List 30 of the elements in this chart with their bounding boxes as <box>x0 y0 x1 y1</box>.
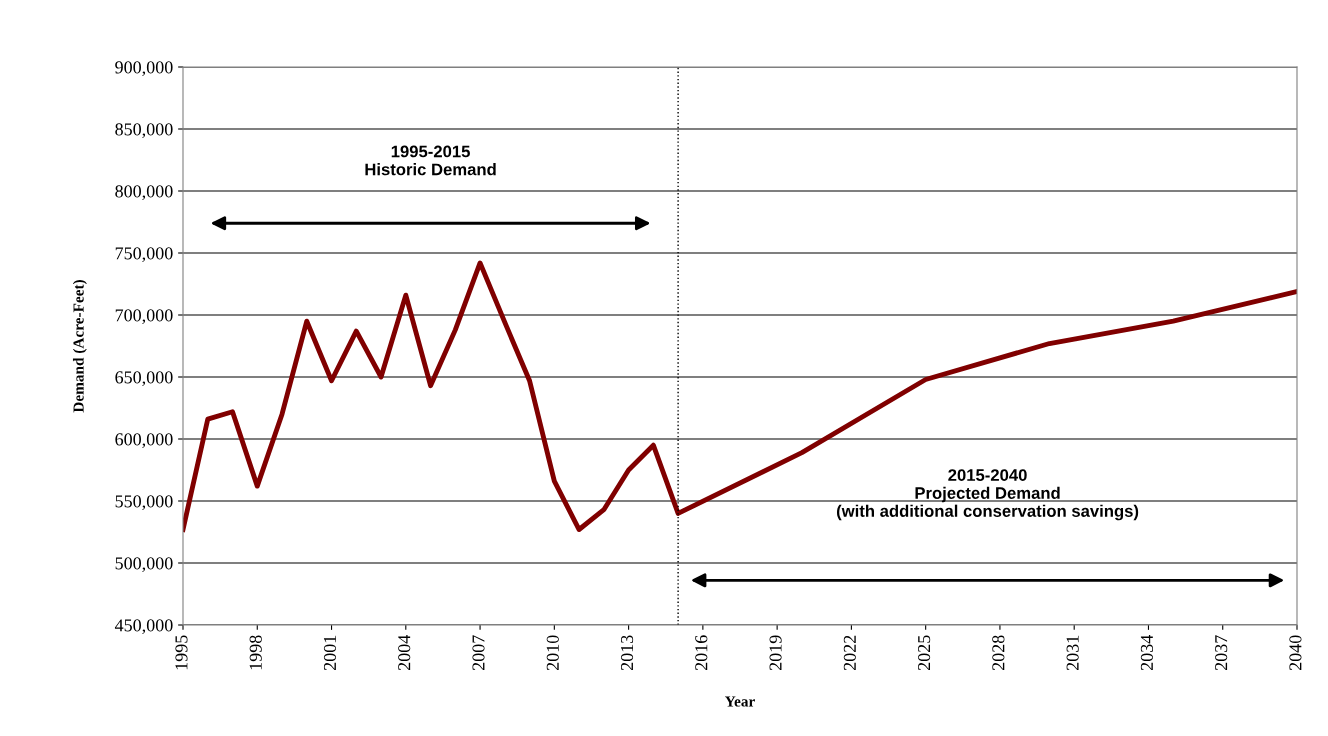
x-tick-label: 2022 <box>843 635 856 671</box>
y-tick-label: 650,000 <box>115 371 173 387</box>
x-tick-label: 2004 <box>398 635 411 671</box>
y-tick-label: 800,000 <box>115 185 173 201</box>
x-tick-label: 2007 <box>472 635 485 671</box>
y-tick-label: 900,000 <box>115 61 173 77</box>
annotation: 1995-2015 Historic Demand <box>365 145 496 176</box>
x-tick-label: 2010 <box>546 635 559 671</box>
x-tick-label: 2028 <box>992 635 1005 671</box>
y-tick-label: 850,000 <box>115 123 173 139</box>
x-tick-label: 1995 <box>175 635 188 670</box>
y-tick-label: 500,000 <box>115 557 173 573</box>
x-tick-label: 2025 <box>918 635 931 671</box>
x-tick-label: 1998 <box>249 635 262 670</box>
y-axis-title: Demand (Acre-Feet) <box>72 280 87 413</box>
annotation: 2015-2040 Projected Demand (with additional conservation savings) <box>836 469 1139 521</box>
y-tick-label: 600,000 <box>115 433 173 449</box>
x-tick-label: 2031 <box>1066 635 1079 671</box>
y-tick-label: 550,000 <box>115 495 173 511</box>
x-tick-label: 2013 <box>620 635 634 671</box>
y-tick-label: 700,000 <box>115 309 173 325</box>
x-axis-title: Year <box>725 696 755 707</box>
x-tick-label: 2037 <box>1215 635 1228 671</box>
x-tick-label: 2040 <box>1289 635 1302 671</box>
y-tick-label: 450,000 <box>114 619 173 635</box>
x-tick-label: 2016 <box>695 635 708 671</box>
y-tick-label: 750,000 <box>115 247 173 263</box>
x-tick-label: 2001 <box>323 635 337 671</box>
x-tick-label: 2034 <box>1140 635 1153 671</box>
x-tick-label: 2019 <box>769 635 782 671</box>
